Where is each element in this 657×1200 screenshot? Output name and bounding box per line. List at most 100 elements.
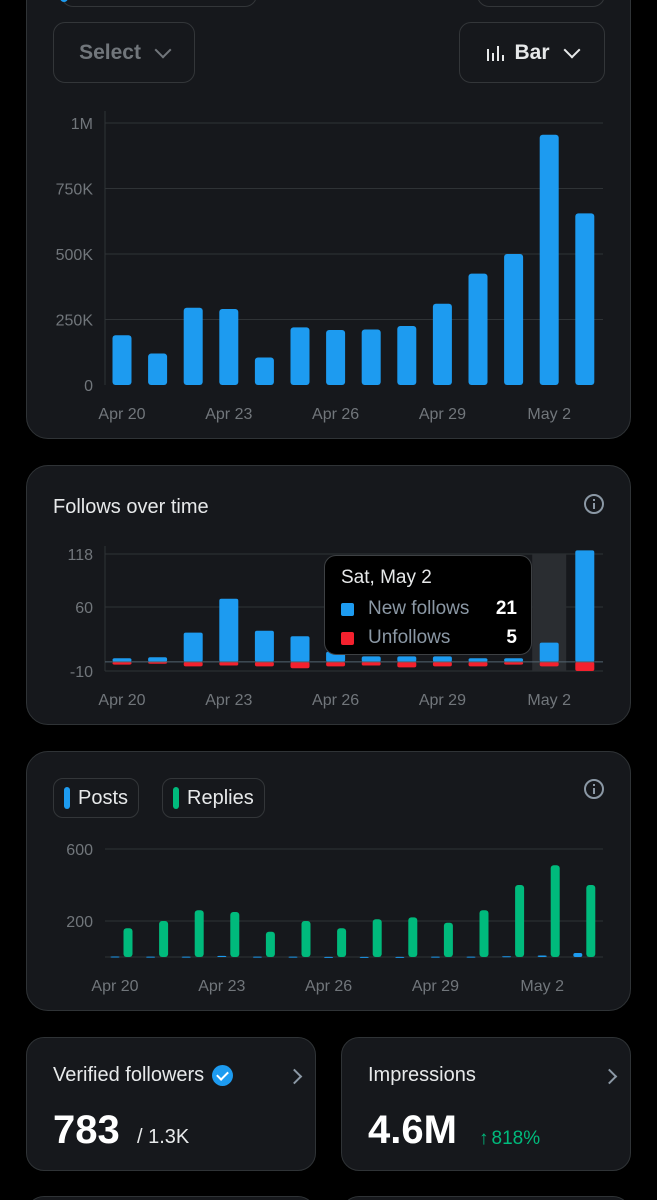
tooltip-row-unfollows: Unfollows 5 bbox=[341, 627, 517, 649]
new-follows-bar bbox=[539, 642, 559, 662]
tooltip-value: 5 bbox=[506, 627, 517, 648]
posts-bar bbox=[502, 956, 512, 958]
y-tick-label: -10 bbox=[70, 664, 93, 681]
select-dropdown[interactable]: Select bbox=[53, 22, 195, 83]
new-follows-bar bbox=[290, 636, 310, 662]
impressions-bar bbox=[397, 326, 417, 385]
x-tick-label: Apr 20 bbox=[98, 406, 145, 423]
y-tick-label: 200 bbox=[66, 914, 93, 931]
impressions-bar bbox=[361, 329, 381, 385]
legend-replies[interactable]: Replies bbox=[162, 778, 265, 818]
unfollows-bar bbox=[254, 661, 274, 667]
impressions-title: Impressions bbox=[368, 1064, 476, 1087]
posts-bar bbox=[466, 956, 476, 958]
replies-bar bbox=[586, 885, 596, 957]
posts-bar bbox=[146, 956, 156, 958]
impressions-change-value: 818% bbox=[491, 1128, 541, 1149]
posts-bar bbox=[537, 955, 547, 957]
unfollows-bar bbox=[326, 661, 346, 667]
x-tick-label: May 2 bbox=[527, 406, 571, 423]
replies-bar bbox=[372, 919, 382, 957]
unfollows-bar bbox=[504, 661, 524, 665]
select-label: Select bbox=[79, 40, 141, 64]
replies-bar bbox=[515, 885, 525, 957]
new-follows-bar bbox=[432, 656, 452, 662]
unfollows-bar bbox=[183, 661, 203, 667]
posts-bar bbox=[252, 956, 262, 958]
posts-bar-chart: 600 200 Apr 20 Apr 23 Apr 26 Apr 29 May 2 bbox=[66, 842, 603, 995]
x-tick-label: Apr 23 bbox=[198, 978, 245, 995]
replies-bar bbox=[301, 921, 311, 957]
posts-bar bbox=[217, 955, 227, 957]
next-card-right bbox=[341, 1196, 631, 1200]
replies-bar bbox=[194, 910, 204, 957]
info-icon[interactable] bbox=[584, 494, 604, 514]
impressions-bar bbox=[539, 134, 559, 385]
impressions-bar bbox=[432, 303, 452, 385]
replies-bar bbox=[337, 928, 347, 957]
new-follows-bar bbox=[504, 658, 524, 662]
y-tick-label: 750K bbox=[56, 182, 94, 199]
posts-bar bbox=[181, 956, 191, 958]
impressions-card[interactable]: Impressions 4.6M ↑ 818% bbox=[341, 1037, 631, 1171]
impressions-bar bbox=[504, 254, 524, 385]
verified-followers-total: / 1.3K bbox=[137, 1126, 190, 1148]
x-tick-label: Apr 29 bbox=[419, 406, 466, 423]
chevron-right-icon bbox=[286, 1068, 303, 1085]
new-follows-bar bbox=[575, 550, 595, 662]
posts-bar bbox=[430, 956, 440, 958]
legend-posts[interactable]: Posts bbox=[53, 778, 140, 818]
impressions-bar bbox=[254, 357, 274, 385]
verified-followers-label: Verified followers bbox=[53, 1064, 205, 1086]
replies-bar bbox=[230, 912, 240, 957]
impressions-bar bbox=[183, 307, 203, 385]
tooltip-value: 21 bbox=[495, 598, 517, 619]
unfollows-bar bbox=[468, 661, 488, 667]
new-follows-swatch bbox=[341, 602, 354, 616]
verified-followers-card[interactable]: Verified followers 783 / 1.3K bbox=[26, 1037, 316, 1171]
unfollows-bar bbox=[112, 661, 132, 665]
posts-bar bbox=[573, 953, 583, 957]
new-follows-bar bbox=[112, 658, 132, 662]
x-tick-label: Apr 26 bbox=[305, 978, 352, 995]
unfollows-bar bbox=[575, 661, 595, 671]
impressions-bar bbox=[148, 353, 168, 385]
info-icon[interactable] bbox=[584, 779, 604, 799]
y-tick-label: 250K bbox=[56, 313, 94, 330]
impressions-bar bbox=[326, 329, 346, 385]
unfollows-swatch bbox=[341, 631, 354, 645]
unfollows-bar bbox=[539, 661, 559, 667]
new-follows-bar bbox=[148, 657, 168, 662]
posts-bar bbox=[288, 956, 298, 958]
legend-replies-label: Replies bbox=[187, 786, 254, 809]
new-follows-bar bbox=[468, 658, 488, 662]
verified-badge-icon bbox=[212, 1065, 234, 1086]
unfollows-bar bbox=[219, 661, 239, 666]
bar-chart-icon bbox=[487, 45, 505, 61]
arrow-up-icon: ↑ bbox=[479, 1128, 489, 1149]
replies-bar bbox=[550, 865, 560, 957]
posts-bar bbox=[359, 956, 369, 958]
new-follows-bar bbox=[219, 598, 239, 662]
replies-swatch bbox=[173, 787, 179, 809]
follows-title: Follows over time bbox=[53, 496, 209, 518]
x-tick-label: Apr 20 bbox=[91, 978, 138, 995]
chart-type-dropdown[interactable]: Bar bbox=[459, 22, 605, 83]
x-tick-label: May 2 bbox=[527, 692, 571, 709]
impressions-bar bbox=[290, 327, 310, 385]
x-tick-label: May 2 bbox=[520, 978, 564, 995]
new-follows-bar bbox=[397, 656, 417, 662]
impressions-bar bbox=[112, 335, 132, 385]
posts-bar bbox=[324, 956, 334, 958]
y-tick-label: 118 bbox=[67, 547, 93, 564]
tooltip-label: New follows bbox=[368, 598, 470, 619]
new-follows-bar bbox=[183, 632, 203, 662]
chart-type-label: Bar bbox=[514, 40, 550, 64]
y-tick-label: 60 bbox=[75, 600, 93, 617]
posts-swatch bbox=[64, 787, 70, 809]
replies-bar bbox=[123, 928, 133, 957]
y-tick-label: 0 bbox=[84, 378, 93, 395]
chevron-right-icon bbox=[601, 1068, 618, 1085]
posts-bar bbox=[395, 956, 405, 958]
x-tick-label: Apr 26 bbox=[312, 692, 359, 709]
